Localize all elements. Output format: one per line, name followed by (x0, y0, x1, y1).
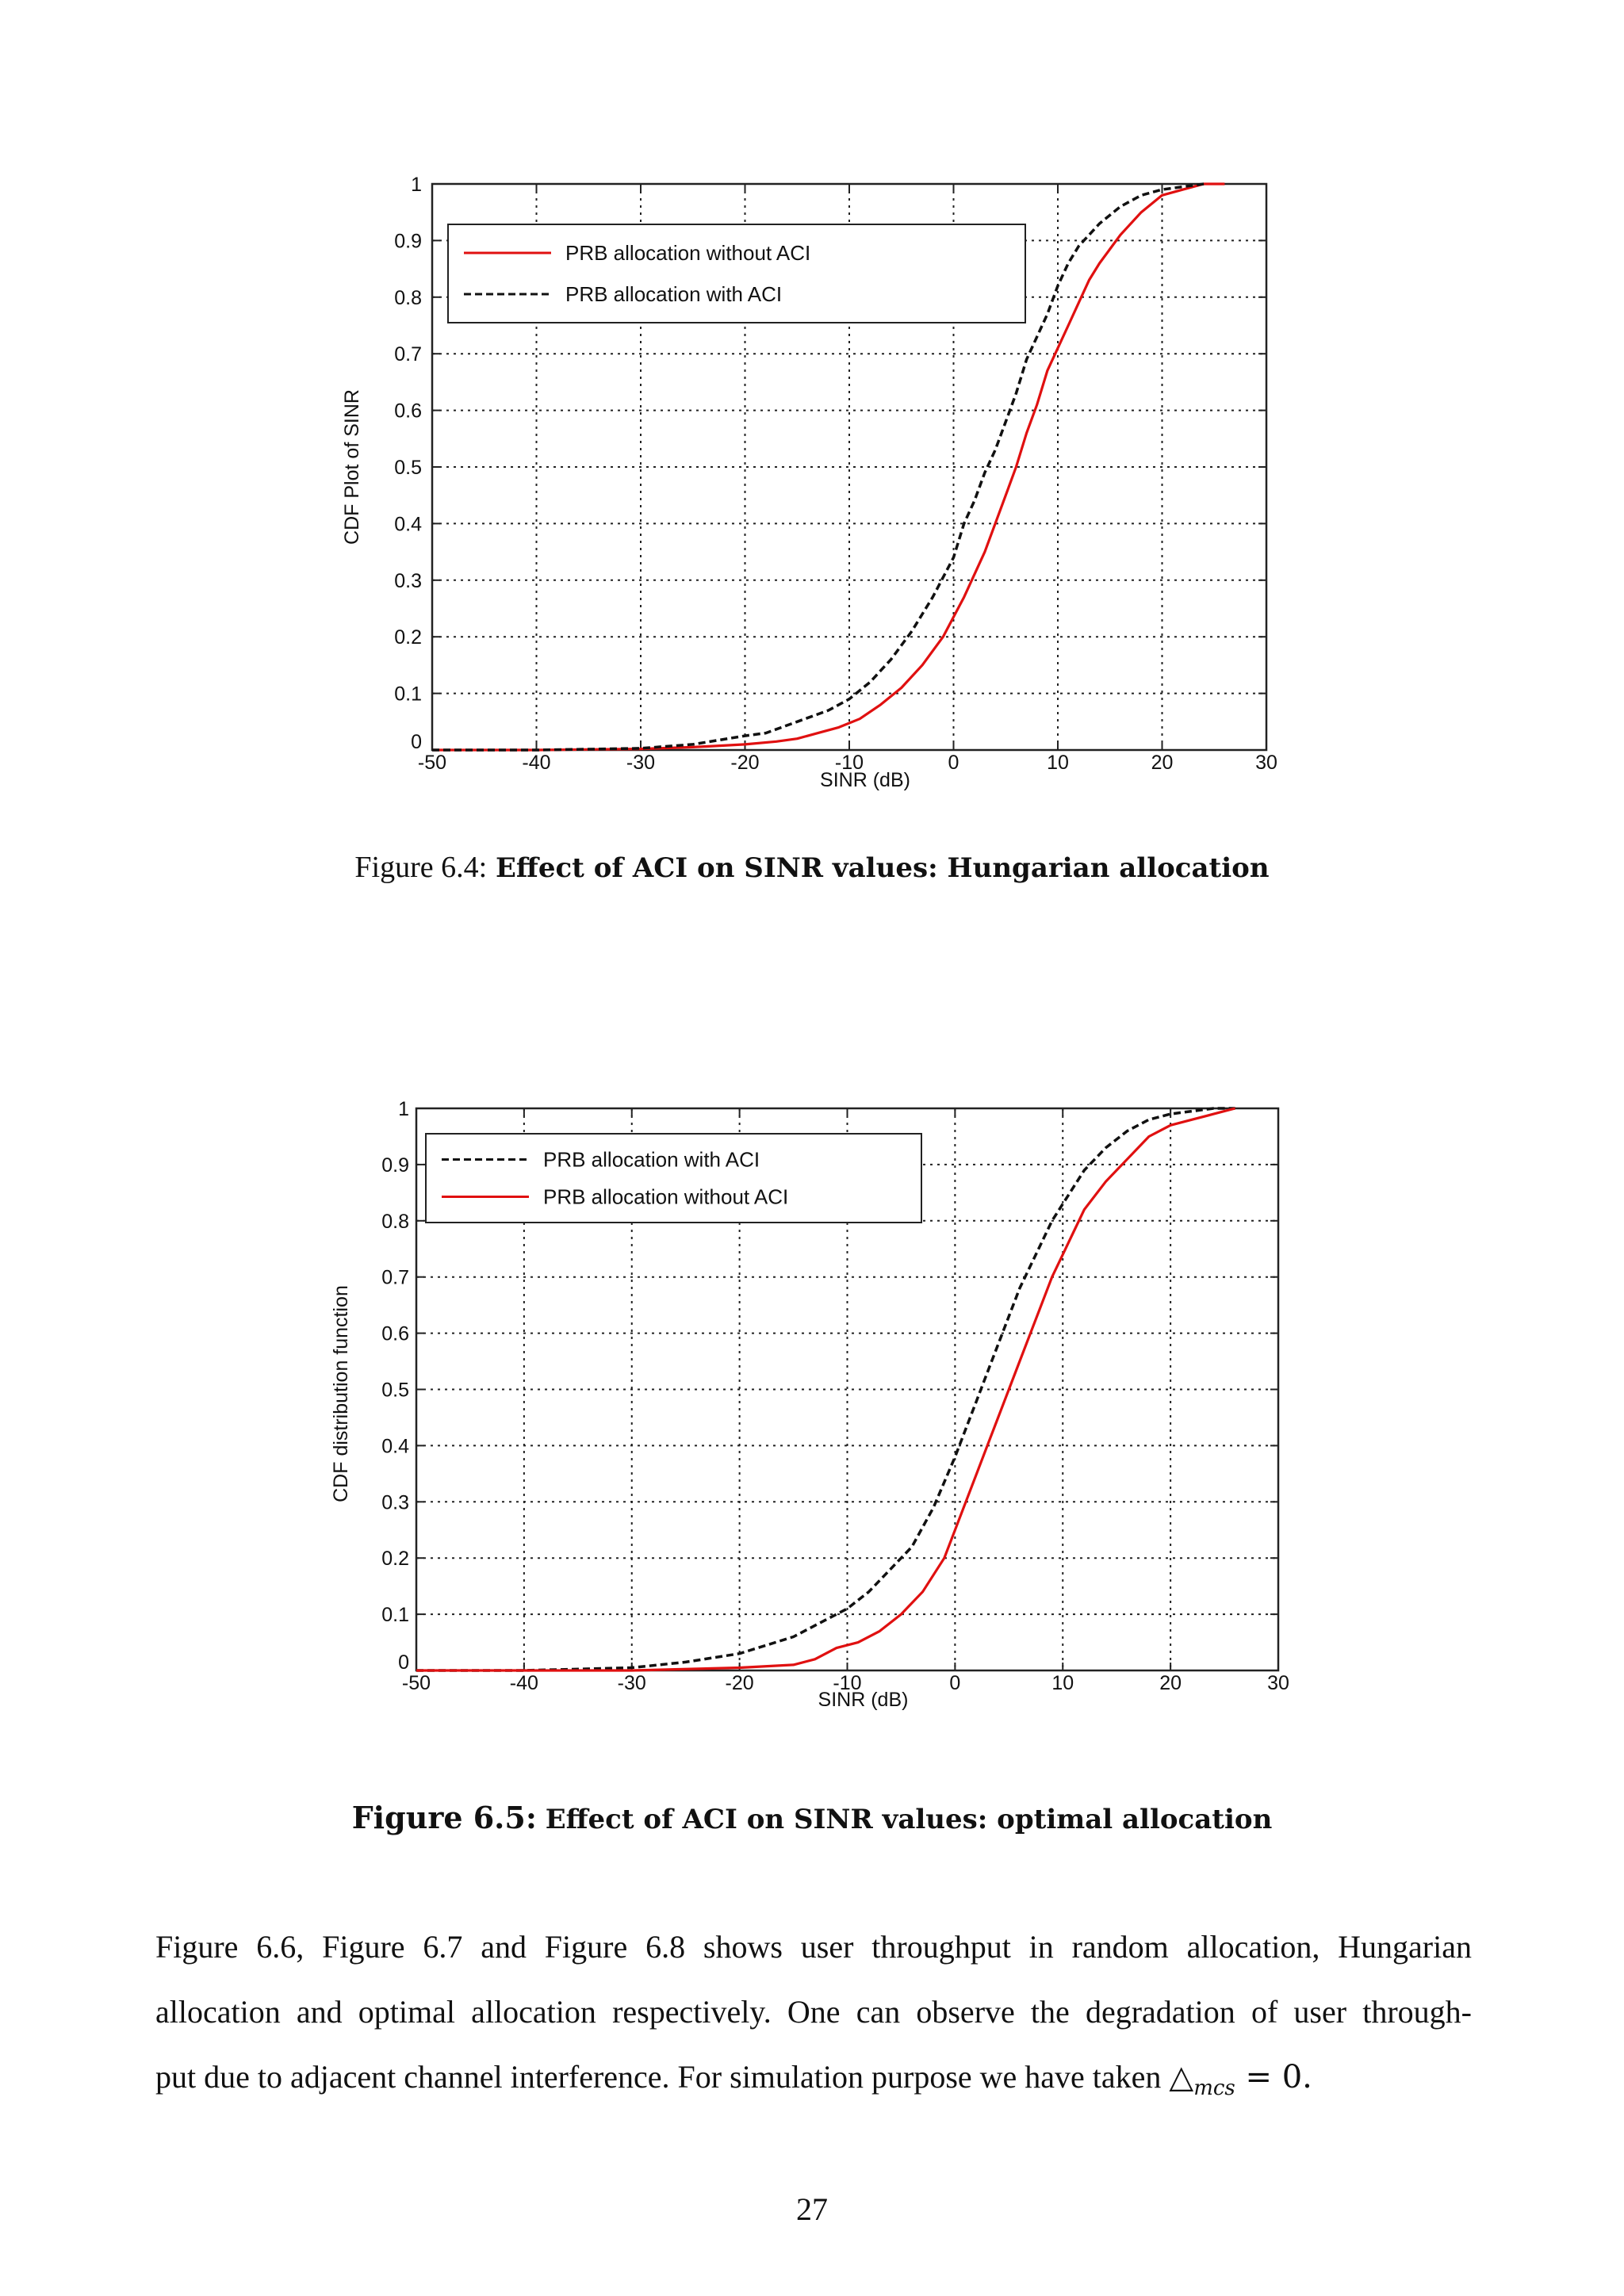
mcs-subscript: mcs (1193, 2076, 1235, 2100)
body-paragraph: Figure 6.6, Figure 6.7 and Figure 6.8 sh… (155, 1915, 1472, 2121)
x-axis-label: SINR (dB) (820, 769, 910, 791)
y-tick-label: 0.9 (394, 230, 422, 252)
y-tick-label: 0.7 (381, 1267, 409, 1289)
figure-6-4-caption-label: Figure 6.4: (354, 851, 488, 884)
x-tick-label: 0 (949, 1672, 960, 1694)
x-tick-label: -30 (618, 1672, 646, 1694)
y-tick-label: 0.5 (394, 457, 422, 479)
x-tick-label: -20 (730, 752, 759, 774)
x-tick-label: -10 (835, 752, 864, 774)
y-tick-label: 0.6 (381, 1323, 409, 1345)
y-tick-label: 0.8 (394, 287, 422, 309)
legend-entry-label: PRB allocation without ACI (565, 241, 810, 265)
figure-6-5-caption: Figure 6.5: Effect of ACI on SINR values… (0, 1800, 1624, 1835)
y-axis-label: CDF distribution function (330, 1285, 352, 1502)
x-tick-label: 20 (1159, 1672, 1182, 1694)
delta-symbol: △ (1169, 2059, 1194, 2095)
legend-entry-label: PRB allocation with ACI (543, 1147, 760, 1171)
series-line-with-aci (416, 1107, 1235, 1672)
series-line-without-aci (432, 182, 1225, 752)
y-tick-label: 0 (398, 1651, 409, 1674)
y-tick-label: 0.6 (394, 400, 422, 423)
y-tick-label: 0.1 (381, 1604, 409, 1626)
y-tick-label: 0.2 (394, 626, 422, 649)
y-tick-label: 1 (398, 1098, 409, 1120)
y-tick-label: 0.1 (394, 683, 422, 706)
y-tick-label: 0.7 (394, 343, 422, 365)
x-tick-label: -10 (833, 1672, 861, 1694)
delta-mcs-math: △mcs = 0. (1169, 2059, 1312, 2100)
legend-entry-label: PRB allocation with ACI (565, 282, 782, 306)
paragraph-line-3: put due to adjacent channel interference… (155, 2045, 1472, 2121)
x-tick-label: -40 (510, 1672, 538, 1694)
legend-box (425, 1133, 922, 1223)
y-tick-label: 0 (411, 731, 422, 753)
x-tick-label: -40 (522, 752, 550, 774)
figure-6-5-caption-text: Effect of ACI on SINR values: optimal al… (545, 1804, 1273, 1835)
page-number: 27 (796, 2191, 828, 2227)
y-tick-label: 0.8 (381, 1211, 409, 1233)
equals-zero: = 0. (1235, 2059, 1312, 2095)
x-tick-label: -50 (402, 1672, 431, 1694)
x-tick-label: 0 (948, 752, 959, 774)
figure-6-4-chart: -50 -40 -30 -20 -10 0 10 20 30 0 0.1 0.2 0.3 0.4 0.5 0.… (341, 174, 1277, 791)
y-axis-label: CDF Plot of SINR (341, 389, 363, 545)
figure-6-4-caption: Figure 6.4: Effect of ACI on SINR values… (0, 850, 1624, 885)
x-tick-label: 20 (1151, 752, 1174, 774)
x-axis-label: SINR (dB) (818, 1689, 909, 1711)
y-tick-label: 0.4 (381, 1435, 409, 1457)
y-tick-label: 0.4 (394, 513, 422, 535)
legend-entry-label: PRB allocation without ACI (543, 1185, 788, 1209)
y-tick-label: 1 (411, 174, 422, 196)
figure-6-5-chart: -50 -40 -30 -20 -10 0 10 20 30 0 0.1 0.2 0.3 0.4 0.5 0.… (330, 1098, 1289, 1711)
legend-box (447, 224, 1026, 323)
x-tick-label: -20 (726, 1672, 754, 1694)
x-tick-label: 30 (1267, 1672, 1289, 1694)
paragraph-line-3-text: put due to adjacent channel interference… (155, 2059, 1170, 2095)
y-tick-label: 0.5 (381, 1380, 409, 1402)
y-tick-label: 0.3 (381, 1491, 409, 1513)
figure-6-5-caption-label: Figure 6.5: (351, 1800, 537, 1835)
y-tick-label: 0.3 (394, 570, 422, 592)
x-tick-label: 10 (1047, 752, 1069, 774)
x-tick-label: -30 (626, 752, 655, 774)
x-tick-label: -50 (418, 752, 446, 774)
x-tick-label: 30 (1255, 752, 1277, 774)
x-tick-label: 10 (1051, 1672, 1074, 1694)
paragraph-line-2: allocation and optimal allocation respec… (155, 1994, 1472, 2030)
paragraph-line-1: Figure 6.6, Figure 6.7 and Figure 6.8 sh… (155, 1929, 1472, 1965)
series-line-with-aci (432, 182, 1205, 752)
y-tick-label: 0.9 (381, 1154, 409, 1177)
y-tick-label: 0.2 (381, 1548, 409, 1570)
figure-6-4-caption-text: Effect of ACI on SINR values: Hungarian … (496, 852, 1270, 884)
series-line-without-aci (416, 1107, 1236, 1672)
